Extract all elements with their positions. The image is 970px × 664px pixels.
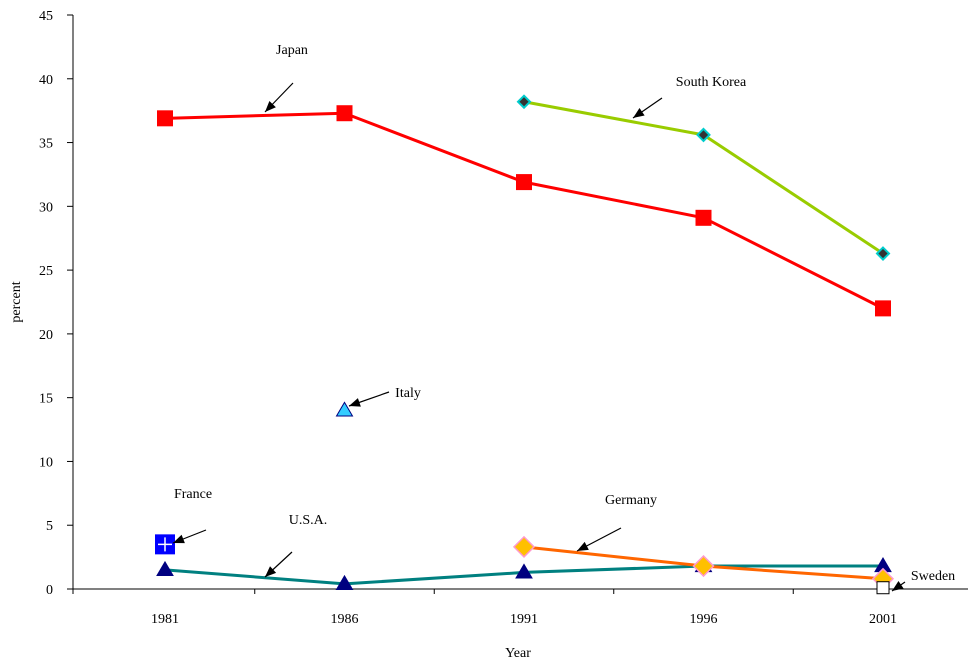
x-tick-label: 2001 bbox=[869, 612, 897, 627]
y-tick-label: 30 bbox=[39, 200, 53, 215]
axes bbox=[72, 15, 968, 590]
data-point-japan bbox=[157, 110, 173, 127]
data-point-japan bbox=[875, 300, 891, 317]
y-axis-label: percent bbox=[9, 281, 24, 322]
annotation-arrowhead bbox=[265, 100, 276, 112]
series-label-germany: Germany bbox=[605, 493, 657, 508]
annotation-south-korea: South Korea bbox=[632, 75, 747, 119]
data-point-u-s-a bbox=[515, 563, 533, 579]
x-ticks: 1981 1986 1991 1996 2001 bbox=[72, 589, 897, 627]
annotation-france: France bbox=[172, 487, 212, 544]
series-lines bbox=[164, 100, 884, 586]
x-tick-label: 1981 bbox=[151, 612, 179, 627]
annotation-arrowhead bbox=[892, 581, 904, 591]
annotation-arrowhead bbox=[265, 566, 277, 577]
y-tick-label: 0 bbox=[46, 583, 53, 598]
annotation-arrowhead bbox=[349, 398, 361, 407]
data-point-u-s-a bbox=[335, 574, 354, 590]
data-point-south-korea bbox=[516, 94, 532, 110]
series-label-italy: Italy bbox=[395, 386, 421, 401]
annotation-sweden: Sweden bbox=[891, 569, 955, 592]
data-point-france bbox=[155, 534, 175, 555]
series-label-japan: Japan bbox=[276, 43, 308, 58]
series-line-japan bbox=[164, 111, 884, 310]
series-annotations: Japan South Korea Italy France U.S.A. Germany… bbox=[172, 43, 955, 592]
y-tick-label: 25 bbox=[39, 264, 53, 279]
data-point-japan bbox=[336, 105, 353, 122]
series-line-south-korea bbox=[523, 100, 884, 255]
data-point-u-s-a bbox=[156, 560, 174, 576]
x-tick-label: 1996 bbox=[690, 612, 718, 627]
x-tick-label: 1991 bbox=[510, 612, 538, 627]
annotation-japan: Japan bbox=[264, 43, 308, 113]
series-markers bbox=[155, 94, 895, 595]
data-point-japan bbox=[516, 174, 532, 191]
data-point-japan bbox=[695, 209, 712, 226]
x-axis-label: Year bbox=[505, 646, 531, 661]
series-label-u-s-a: U.S.A. bbox=[289, 513, 328, 528]
y-tick-label: 5 bbox=[46, 519, 53, 534]
data-point-germany bbox=[692, 554, 715, 578]
data-point-sweden bbox=[876, 581, 890, 595]
y-tick-label: 20 bbox=[39, 328, 53, 343]
annotation-arrowhead bbox=[577, 541, 589, 551]
y-tick-label: 15 bbox=[39, 392, 53, 407]
y-tick-label: 10 bbox=[39, 455, 53, 470]
x-tick-label: 1986 bbox=[331, 612, 359, 627]
annotation-arrowhead bbox=[173, 534, 185, 544]
marker-cross bbox=[158, 537, 172, 552]
data-point-south-korea bbox=[696, 127, 711, 143]
data-point-south-korea bbox=[875, 246, 891, 261]
y-tick-label: 40 bbox=[39, 73, 53, 88]
series-label-sweden: Sweden bbox=[911, 569, 955, 584]
annotation-italy: Italy bbox=[348, 386, 421, 407]
annotation-u-s-a: U.S.A. bbox=[264, 513, 328, 578]
annotation-germany: Germany bbox=[576, 493, 657, 552]
y-tick-label: 45 bbox=[39, 9, 53, 24]
y-tick-label: 35 bbox=[39, 137, 53, 152]
series-label-france: France bbox=[174, 487, 212, 502]
y-ticks: 0 5 10 15 20 25 30 35 40 45 bbox=[39, 9, 73, 598]
annotation-arrowhead bbox=[633, 108, 645, 118]
series-label-south-korea: South Korea bbox=[676, 75, 747, 90]
data-point-germany bbox=[512, 535, 536, 558]
data-point-italy bbox=[335, 401, 354, 417]
